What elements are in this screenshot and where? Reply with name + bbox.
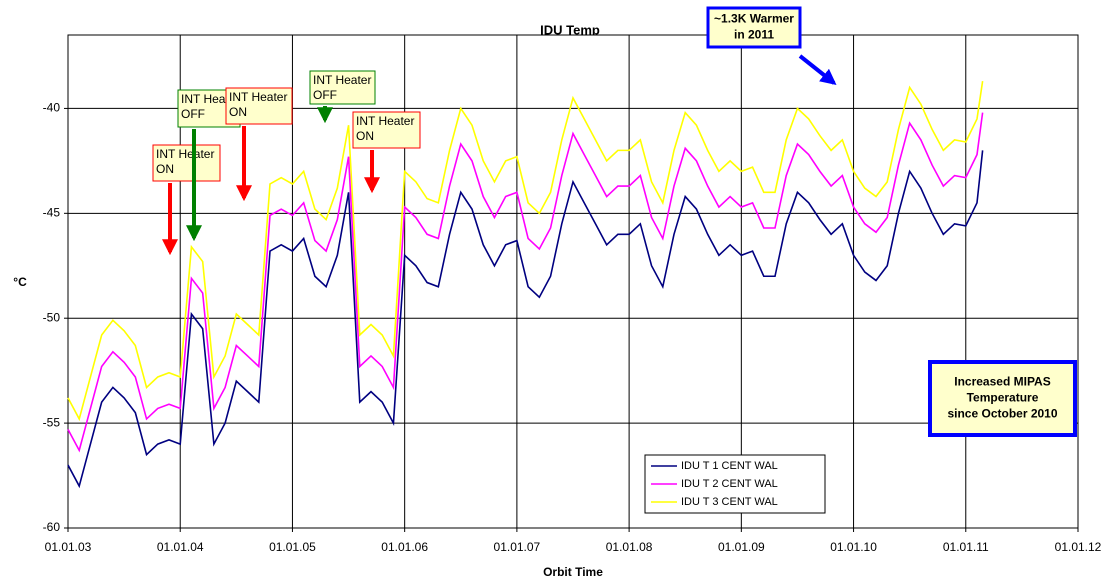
- annotation-text: INT Heater: [229, 90, 287, 104]
- annotation-text: ON: [156, 162, 174, 176]
- x-tick-label: 01.01.09: [718, 540, 765, 554]
- x-tick-label: 01.01.05: [269, 540, 316, 554]
- legend-label: IDU T 1 CENT WAL: [681, 460, 778, 472]
- annotation-text: INT Heater: [156, 147, 214, 161]
- annotation-box: [928, 360, 1077, 437]
- series-line: [67, 150, 984, 489]
- annotation-text: Increased MIPAS: [954, 375, 1050, 389]
- annotation-text: OFF: [313, 88, 337, 102]
- series-line: [67, 112, 984, 453]
- series-line: [67, 81, 984, 422]
- annotation-box: [352, 111, 421, 149]
- annotation-text: ON: [229, 105, 247, 119]
- annotation-box: [706, 6, 802, 49]
- annotation-arrow: [798, 54, 837, 85]
- annotation-text: OFF: [181, 107, 205, 121]
- annotation-text: INT Heater: [181, 92, 239, 106]
- x-tick-label: 01.01.11: [943, 540, 989, 554]
- x-tick-label: 01.01.04: [157, 540, 204, 554]
- x-tick-label: 01.01.06: [381, 540, 428, 554]
- legend-label: IDU T 3 CENT WAL: [681, 496, 778, 508]
- annotation-text: in 2011: [734, 28, 774, 42]
- x-axis-label: Orbit Time: [543, 565, 603, 579]
- annotation-text: ~1.3K Warmer: [714, 12, 794, 26]
- x-tick-label: 01.01.12: [1055, 540, 1102, 554]
- x-tick-label: 01.01.07: [494, 540, 541, 554]
- legend-label: IDU T 2 CENT WAL: [681, 478, 778, 490]
- annotation-text: INT Heater: [356, 114, 414, 128]
- x-tick-label: 01.01.03: [45, 540, 92, 554]
- annotation-box: [152, 144, 221, 182]
- chart-title: IDU Temp: [540, 22, 600, 37]
- y-tick-label: -40: [43, 101, 61, 115]
- y-tick-label: -45: [43, 205, 61, 219]
- annotation-box: [309, 70, 376, 105]
- y-tick-label: -60: [43, 520, 61, 534]
- annotation-text: INT Heater: [313, 73, 371, 87]
- x-tick-label: 01.01.10: [830, 540, 877, 554]
- y-tick-label: -55: [43, 415, 61, 429]
- annotation-text: since October 2010: [947, 407, 1057, 421]
- y-tick-label: -50: [43, 310, 61, 324]
- annotation-box: [225, 87, 293, 125]
- x-tick-label: 01.01.08: [606, 540, 653, 554]
- y-axis-label: °C: [13, 275, 27, 289]
- annotation-text: Temperature: [967, 391, 1039, 405]
- annotation-text: ON: [356, 129, 374, 143]
